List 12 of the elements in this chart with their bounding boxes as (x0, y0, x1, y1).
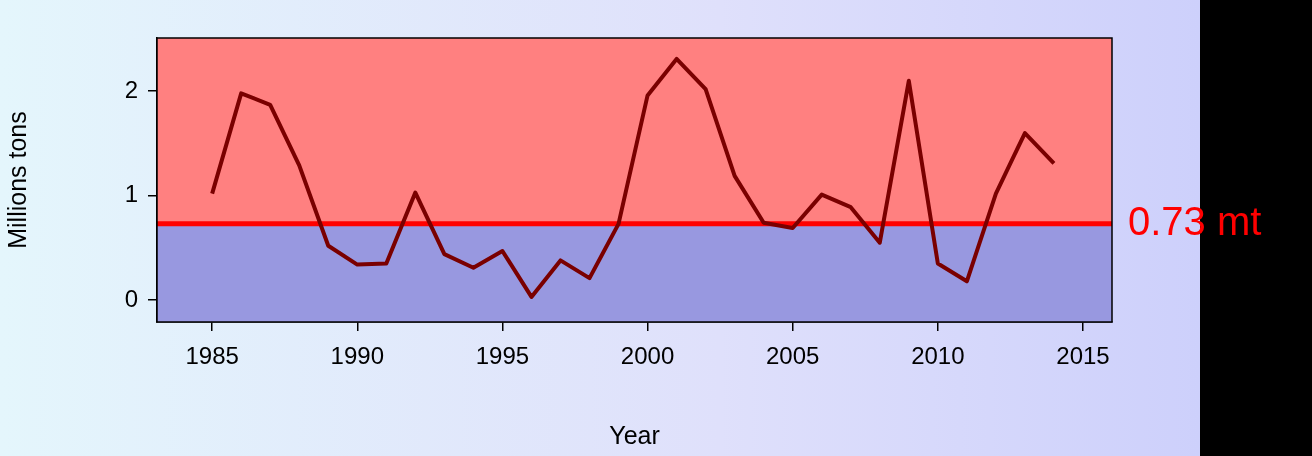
x-tick-label: 2015 (1056, 342, 1110, 370)
x-tick-label: 1990 (330, 342, 384, 370)
x-tick-label: 2005 (766, 342, 820, 370)
x-tick-label: 2000 (620, 342, 675, 370)
x-tick-label: 1995 (475, 342, 530, 370)
y-tick-label: 0 (124, 284, 138, 312)
y-tick-label: 2 (124, 75, 138, 103)
y-tick-label: 1 (124, 180, 138, 208)
x-axis-title: Year (609, 420, 660, 449)
x-tick-label: 2010 (911, 342, 965, 370)
y-axis-title: Millions tons (2, 111, 31, 249)
x-tick-label: 1985 (185, 342, 239, 370)
